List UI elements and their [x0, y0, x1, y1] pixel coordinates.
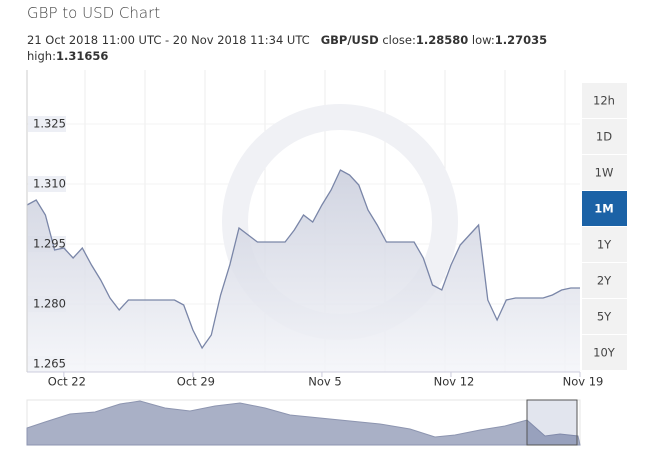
- range-button-label[interactable]: 1M: [594, 202, 613, 216]
- pair: GBP/USD: [320, 33, 379, 47]
- navigator-window[interactable]: [526, 399, 578, 446]
- range-button-label[interactable]: 1W: [595, 166, 614, 180]
- range-button[interactable]: [582, 191, 627, 226]
- navigator-series: [26, 400, 581, 446]
- range-button-label[interactable]: 1Y: [597, 238, 612, 252]
- high-label: high:: [27, 49, 56, 63]
- area-fill: [27, 170, 580, 372]
- high-value: 1.31656: [55, 49, 109, 63]
- range-button-label[interactable]: 5Y: [597, 310, 612, 324]
- range-button-label[interactable]: 2Y: [597, 274, 612, 288]
- date-range: 21 Oct 2018 11:00 UTC - 20 Nov 2018 11:3…: [27, 33, 310, 47]
- range-button-label[interactable]: 1D: [596, 130, 612, 144]
- range-button[interactable]: [582, 119, 627, 154]
- x-tick-label: Nov 19: [563, 375, 604, 389]
- line: [26, 169, 580, 350]
- summary: 21 Oct 2018 11:00 UTC - 20 Nov 2018 11:3…: [27, 32, 587, 64]
- x-tick-label: Oct 29: [177, 375, 215, 389]
- low-value: 1.27035: [494, 33, 548, 47]
- x-tick-label: Nov 5: [308, 375, 341, 389]
- x-tick-label: Nov 12: [434, 375, 475, 389]
- low-label: low:: [471, 33, 495, 47]
- navigator: [26, 399, 581, 446]
- range-button[interactable]: [582, 335, 627, 370]
- y-tick-label: 1.265: [33, 357, 66, 371]
- range-button[interactable]: [582, 155, 627, 190]
- plot: 1.325 1.310 1.295 1.280 1.265 Oct 22 Oct 29 Nov…: [26, 116, 604, 389]
- y-tick-label: 1.280: [33, 297, 66, 311]
- range-button[interactable]: [582, 83, 627, 118]
- y-tick-label: 1.295: [33, 237, 66, 251]
- range-button-label[interactable]: 12h: [593, 94, 615, 108]
- close-label: close:: [382, 33, 416, 47]
- range-button[interactable]: [582, 299, 627, 334]
- range-buttons: 12h 1D 1W 1M 1Y 2Y 5Y 10Y: [582, 83, 627, 370]
- y-tick-label: 1.325: [33, 117, 66, 131]
- header: GBP to USD Chart 21 Oct 2018 11:00 UTC -…: [27, 4, 587, 64]
- range-button[interactable]: [582, 263, 627, 298]
- range-button-label[interactable]: 10Y: [593, 346, 616, 360]
- x-tick-label: Oct 22: [48, 375, 86, 389]
- y-tick-label: 1.310: [33, 177, 66, 191]
- close-value: 1.28580: [415, 33, 469, 47]
- y-tick-label-bg: [28, 116, 66, 132]
- range-button[interactable]: [582, 227, 627, 262]
- y-tick-label-bg: [28, 176, 66, 192]
- title: GBP to USD Chart: [27, 4, 161, 22]
